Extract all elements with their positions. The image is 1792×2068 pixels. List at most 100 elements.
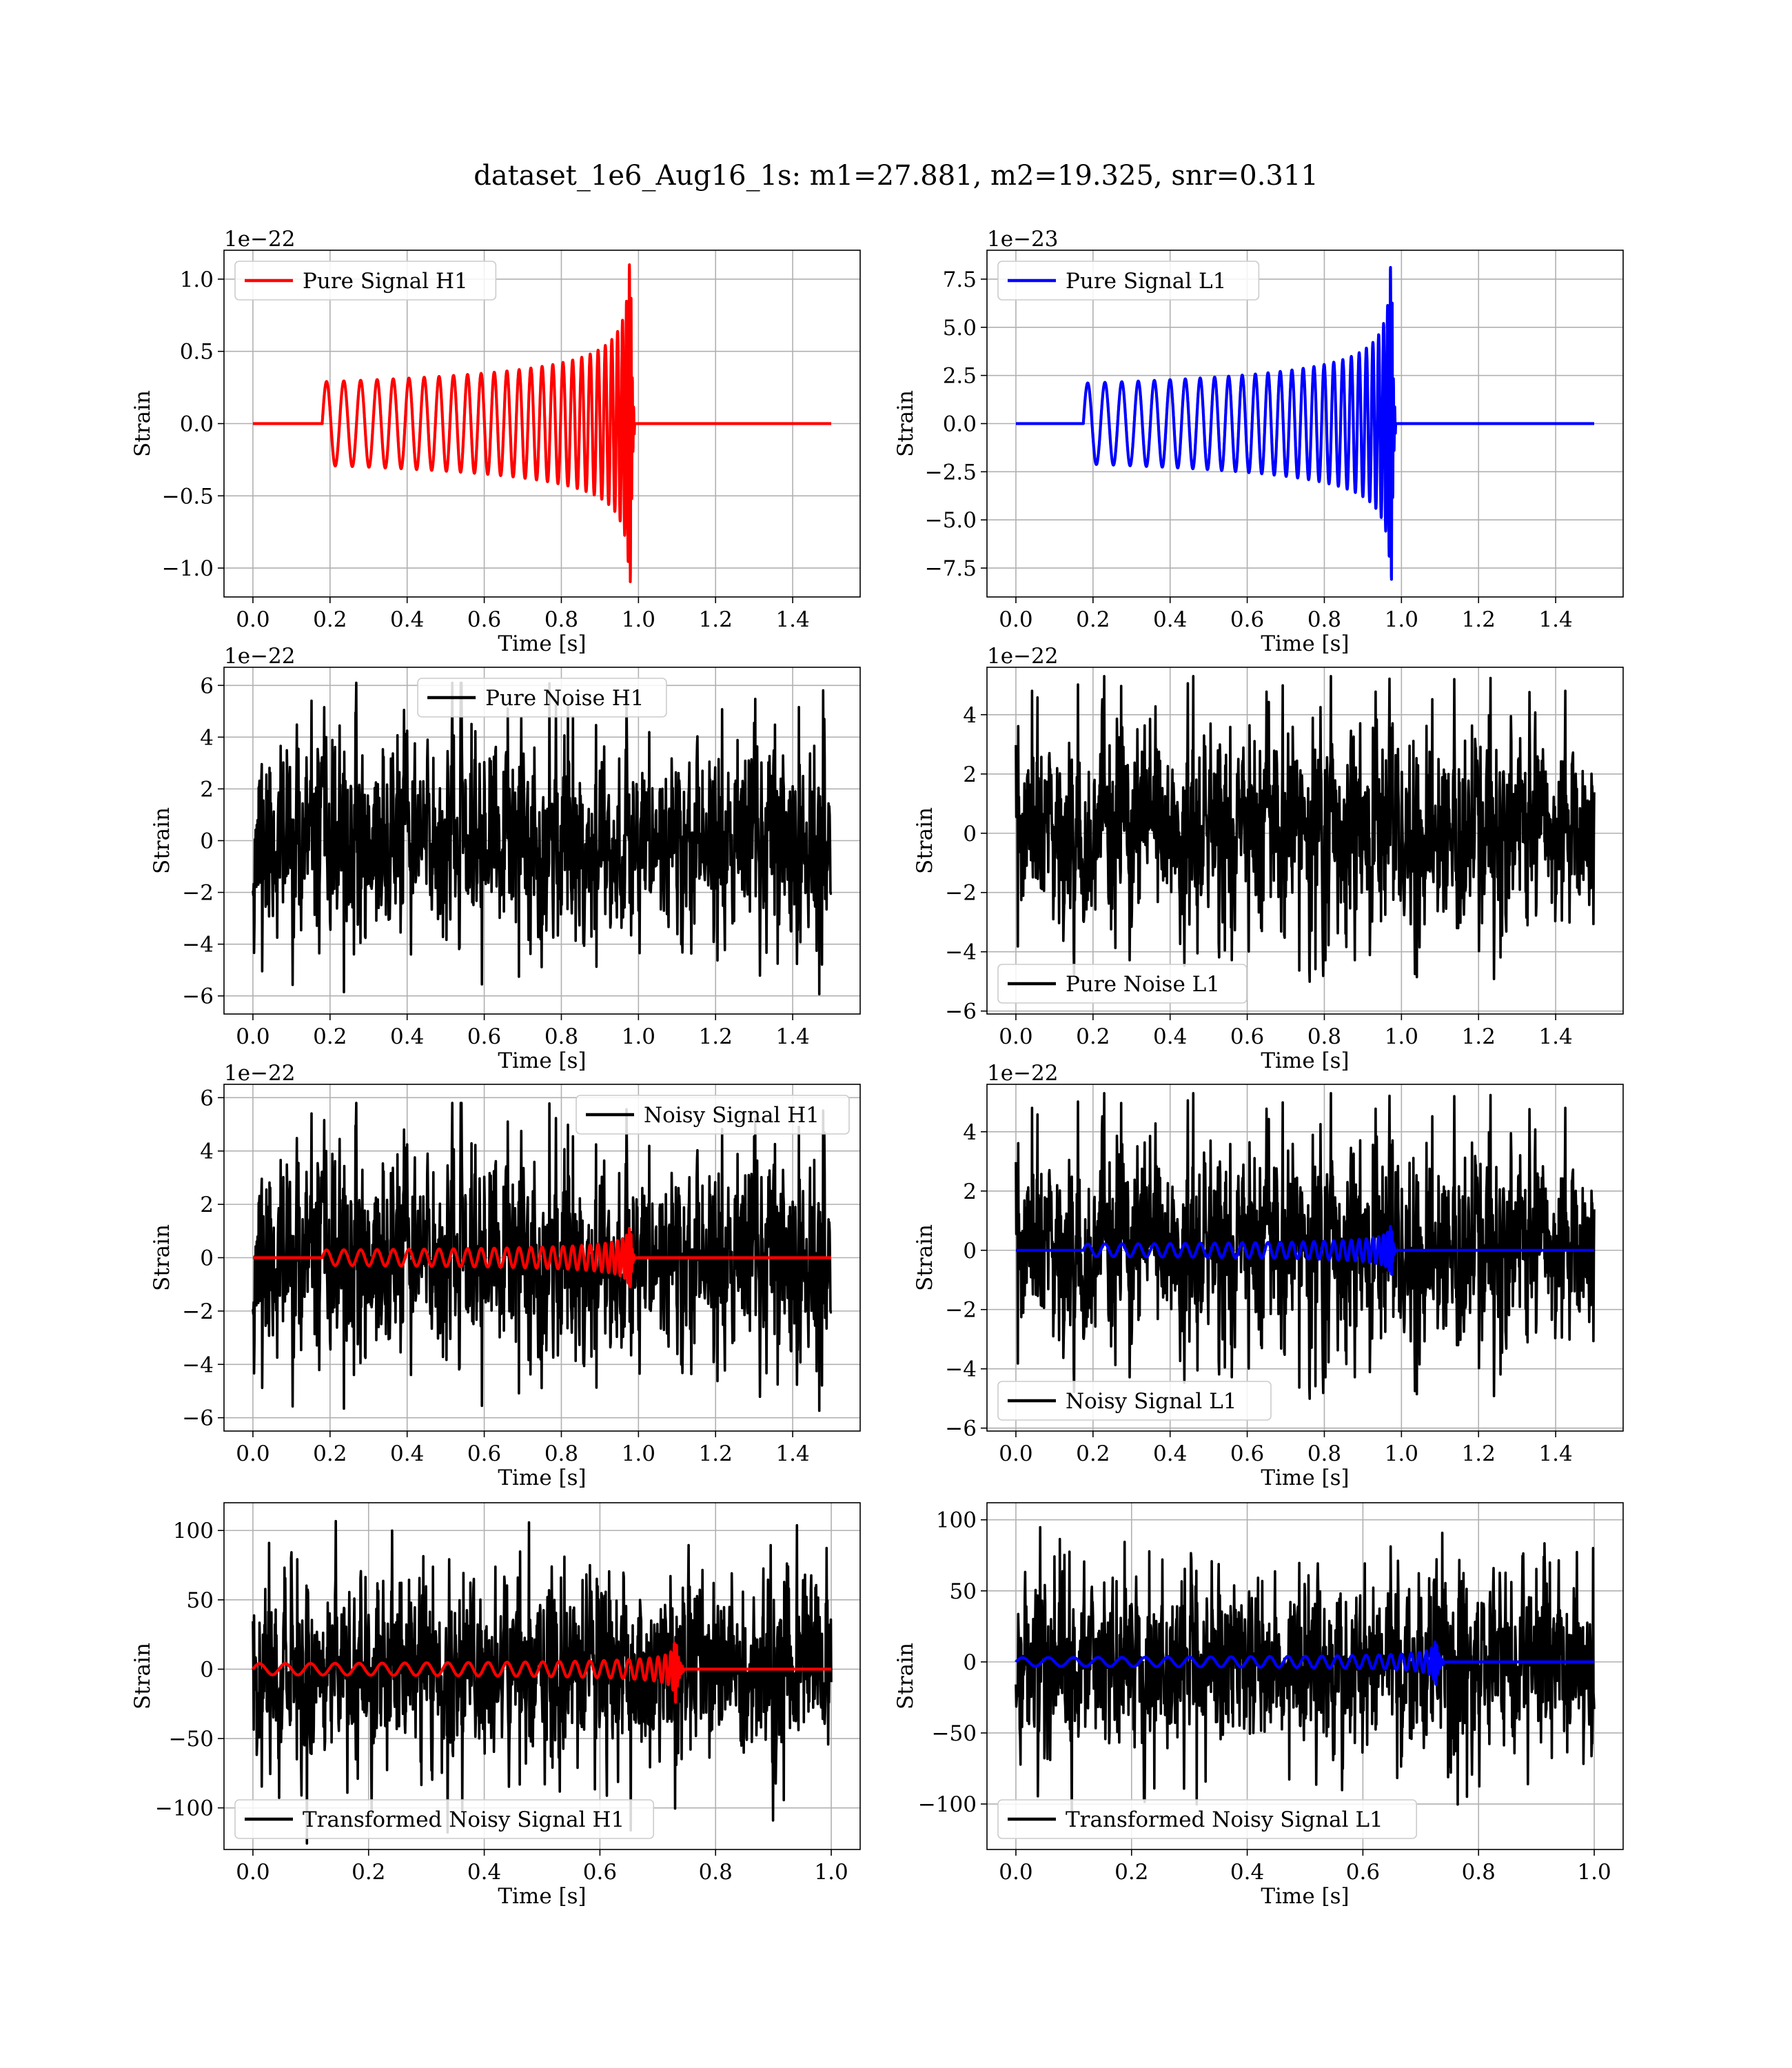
x-tick-label: 0.4 bbox=[1153, 1024, 1187, 1049]
plot-area bbox=[252, 1519, 833, 1845]
x-tick-label: 0.8 bbox=[544, 1024, 578, 1049]
y-axis-label: Strain bbox=[150, 1224, 174, 1291]
x-tick-label: 1.4 bbox=[1538, 1441, 1572, 1466]
axes-frame bbox=[986, 1084, 1624, 1432]
x-tick-label: 1.4 bbox=[775, 1024, 809, 1049]
y-tick-label: 50 bbox=[950, 1579, 977, 1604]
x-axis-label: Time [s] bbox=[1261, 1884, 1349, 1909]
offset-text: 1e−22 bbox=[224, 227, 296, 252]
y-tick-label: 0.0 bbox=[180, 412, 214, 437]
axes-frame bbox=[986, 1502, 1624, 1850]
plot-area bbox=[252, 263, 833, 583]
x-tick-label: 0.6 bbox=[583, 1860, 617, 1885]
y-tick-label: −50 bbox=[932, 1721, 977, 1746]
y-tick-label: −2.5 bbox=[925, 460, 977, 485]
y-tick-label: 0 bbox=[200, 1657, 214, 1682]
y-tick-label: −0.5 bbox=[162, 484, 214, 509]
offset-text: 1e−22 bbox=[224, 1061, 296, 1086]
x-tick-label: 0.8 bbox=[1462, 1860, 1496, 1885]
subplot-pure-noise-h1: 0.0 0.2 0.4 0.6 0.8 1.0 1.2 1.4 −6 −4 −2 0 2 4 6 Time [… bbox=[150, 644, 861, 1073]
y-tick-label: 4 bbox=[963, 703, 977, 728]
x-tick-label: 0.0 bbox=[999, 1860, 1032, 1885]
x-tick-label: 0.2 bbox=[1076, 1024, 1110, 1049]
x-tick-label: 0.0 bbox=[236, 1860, 269, 1885]
x-tick-label: 1.4 bbox=[775, 1441, 809, 1466]
x-tick-label: 0.2 bbox=[1076, 607, 1110, 632]
y-tick-label: 1.0 bbox=[180, 267, 214, 292]
legend-label: Pure Signal H1 bbox=[303, 269, 468, 294]
offset-text: 1e−22 bbox=[224, 644, 296, 669]
x-tick-label: 0.8 bbox=[544, 607, 578, 632]
y-tick-label: −4 bbox=[945, 1357, 977, 1382]
x-axis-label: Time [s] bbox=[498, 631, 586, 656]
legend-label: Transformed Noisy Signal H1 bbox=[303, 1807, 624, 1832]
x-axis-label: Time [s] bbox=[498, 1048, 586, 1073]
x-tick-label: 0.4 bbox=[1230, 1860, 1264, 1885]
signal-line bbox=[1015, 1640, 1596, 1686]
y-tick-label: −4 bbox=[945, 940, 977, 965]
y-tick-label: −100 bbox=[155, 1796, 214, 1821]
y-tick-label: −1.0 bbox=[162, 556, 214, 581]
legend: Noisy Signal L1 bbox=[997, 1381, 1272, 1421]
y-tick-label: −6 bbox=[182, 1406, 214, 1431]
x-tick-label: 0.2 bbox=[313, 1024, 347, 1049]
x-tick-label: 1.0 bbox=[1385, 1441, 1418, 1466]
y-tick-label: −7.5 bbox=[925, 556, 977, 581]
y-tick-label: 4 bbox=[200, 725, 214, 750]
subplot-noisy-signal-l1: 0.0 0.2 0.4 0.6 0.8 1.0 1.2 1.4 −6 −4 −2 0 2 4 Time [s… bbox=[913, 1061, 1624, 1490]
x-axis-label: Time [s] bbox=[498, 1466, 586, 1490]
legend: Pure Noise L1 bbox=[997, 964, 1248, 1004]
noise-line bbox=[252, 681, 833, 995]
subplot-transformed-noisy-signal-h1: 0.0 0.2 0.4 0.6 0.8 1.0 −100 −50 0 50 100 Time [s] S… bbox=[130, 1502, 861, 1909]
plot-area bbox=[1015, 265, 1596, 581]
x-tick-label: 0.8 bbox=[1307, 607, 1341, 632]
y-tick-label: 50 bbox=[187, 1588, 214, 1613]
plot-area bbox=[1015, 1525, 1596, 1825]
x-tick-label: 0.2 bbox=[1076, 1441, 1110, 1466]
y-tick-label: −2 bbox=[182, 1299, 214, 1324]
offset-text: 1e−23 bbox=[987, 227, 1059, 252]
subplot-pure-signal-h1: 0.0 0.2 0.4 0.6 0.8 1.0 1.2 1.4 −1.0 −0.5 0.0 0.5 1.… bbox=[130, 227, 861, 656]
y-tick-label: 2 bbox=[963, 1179, 977, 1204]
x-tick-label: 0.6 bbox=[1230, 607, 1264, 632]
plot-area bbox=[252, 681, 833, 995]
x-tick-label: 1.4 bbox=[1538, 1024, 1572, 1049]
axes-frame bbox=[986, 250, 1624, 598]
y-axis-label: Strain bbox=[913, 807, 937, 874]
x-tick-label: 0.6 bbox=[1230, 1024, 1264, 1049]
y-tick-label: −6 bbox=[182, 984, 214, 1009]
y-axis-label: Strain bbox=[893, 390, 918, 457]
x-tick-label: 0.6 bbox=[1230, 1441, 1264, 1466]
x-tick-label: 0.6 bbox=[467, 1024, 501, 1049]
noise-line bbox=[1015, 675, 1596, 983]
signal-line bbox=[252, 1226, 833, 1288]
x-tick-label: 1.4 bbox=[775, 607, 809, 632]
y-tick-label: 5.0 bbox=[943, 316, 977, 341]
y-tick-label: 100 bbox=[173, 1519, 214, 1543]
legend-box bbox=[997, 964, 1248, 1004]
y-axis-label: Strain bbox=[130, 390, 155, 457]
y-tick-label: 0 bbox=[200, 1246, 214, 1271]
legend-box bbox=[234, 1799, 655, 1839]
y-tick-label: 6 bbox=[200, 1086, 214, 1111]
legend-box bbox=[997, 1799, 1418, 1839]
x-tick-label: 0.4 bbox=[1153, 607, 1187, 632]
plot-area bbox=[252, 1102, 833, 1412]
y-tick-label: −100 bbox=[918, 1792, 977, 1817]
x-axis-label: Time [s] bbox=[1261, 1048, 1349, 1073]
legend-label: Pure Noise H1 bbox=[485, 686, 644, 711]
figure-title: dataset_1e6_Aug16_1s: m1=27.881, m2=19.3… bbox=[474, 160, 1318, 192]
y-tick-label: −6 bbox=[945, 1000, 977, 1024]
axes-frame bbox=[223, 667, 861, 1015]
x-tick-label: 1.0 bbox=[1577, 1860, 1611, 1885]
x-tick-label: 0.8 bbox=[1307, 1441, 1341, 1466]
x-axis-label: Time [s] bbox=[1261, 1466, 1349, 1490]
x-tick-label: 0.0 bbox=[999, 1441, 1032, 1466]
x-tick-label: 0.2 bbox=[313, 1441, 347, 1466]
subplot-transformed-noisy-signal-l1: 0.0 0.2 0.4 0.6 0.8 1.0 −100 −50 0 50 100 Time [s] S… bbox=[893, 1502, 1624, 1909]
legend: Transformed Noisy Signal L1 bbox=[997, 1799, 1418, 1839]
legend-box bbox=[576, 1095, 850, 1135]
x-tick-label: 1.2 bbox=[1462, 607, 1496, 632]
y-tick-label: −6 bbox=[945, 1417, 977, 1441]
